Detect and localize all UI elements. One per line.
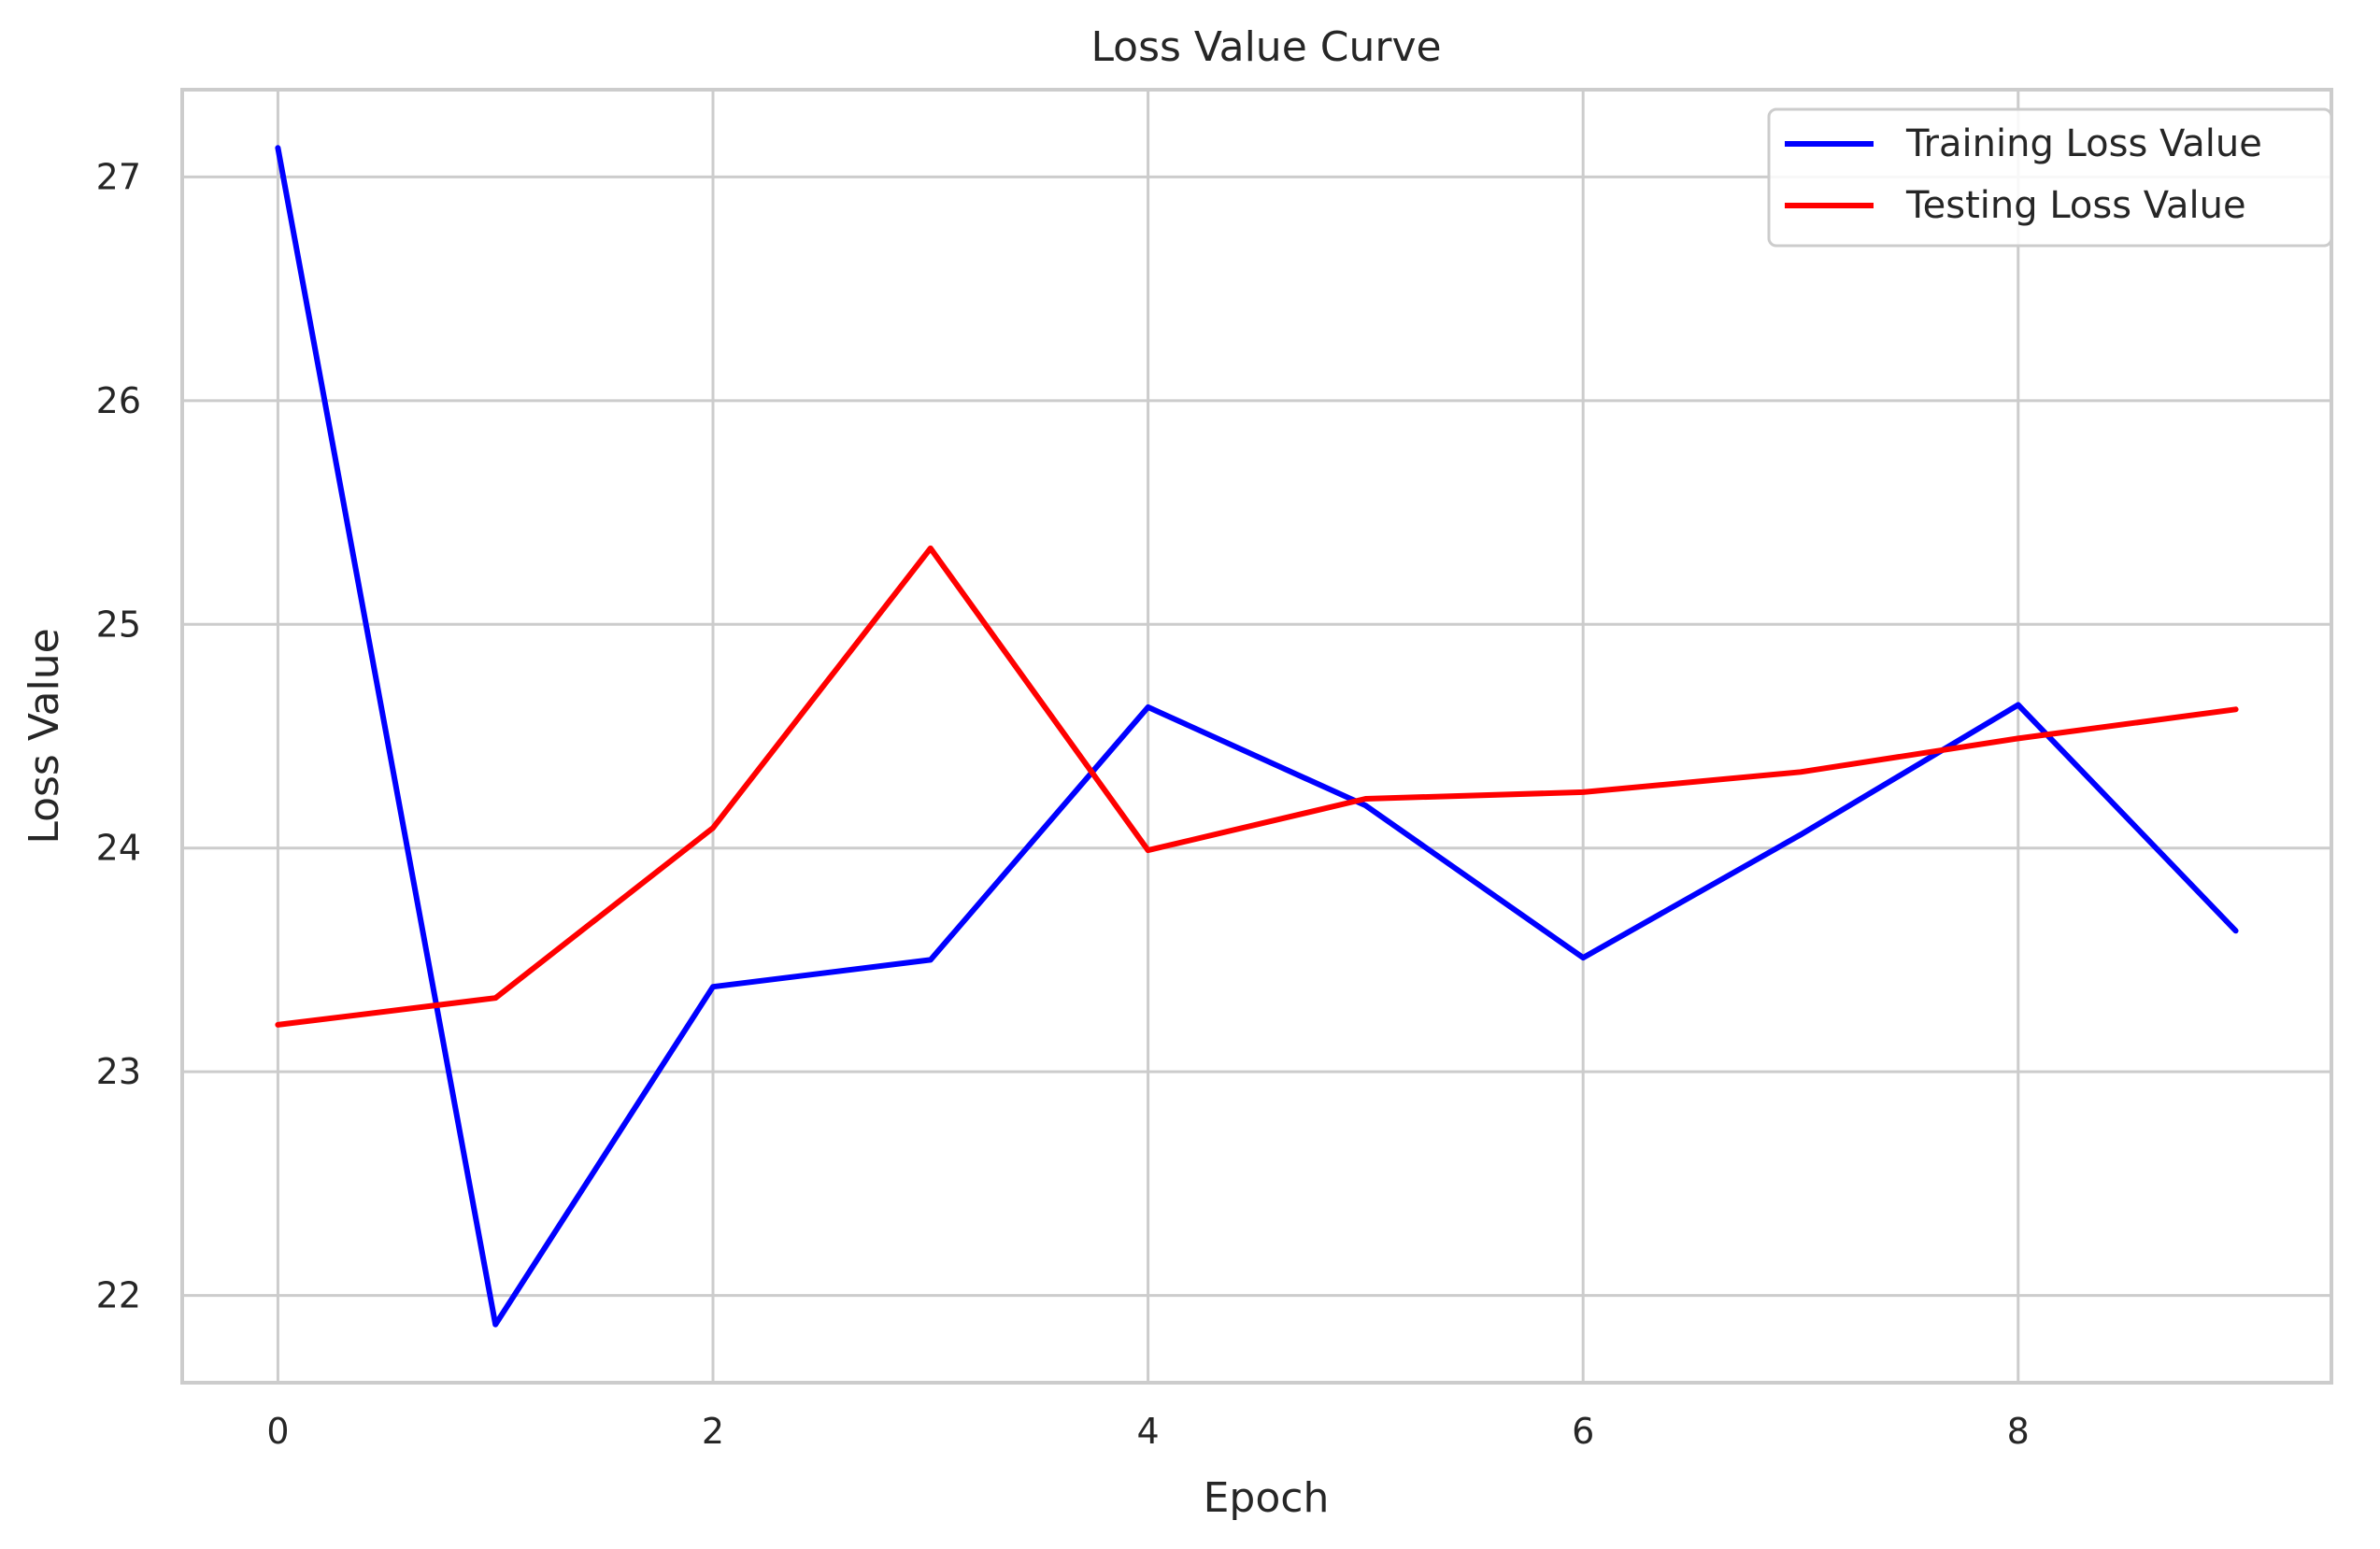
x-axis-label: Epoch [1204, 1474, 1330, 1522]
y-tick-label: 23 [96, 1051, 141, 1092]
y-tick-label: 24 [96, 828, 141, 869]
x-tick-label: 6 [1572, 1411, 1594, 1452]
legend-label-testing: Testing Loss Value [1905, 184, 2246, 227]
x-tick-label: 8 [2007, 1411, 2030, 1452]
chart-title: Loss Value Curve [1090, 23, 1441, 71]
series-line-training [275, 145, 2239, 1328]
y-tick-label: 27 [96, 156, 141, 197]
legend-label-training: Training Loss Value [1905, 122, 2262, 165]
series-lines [275, 145, 2239, 1328]
y-tick-label: 25 [96, 604, 141, 645]
x-tick-label: 4 [1137, 1411, 1160, 1452]
x-tick-label: 2 [702, 1411, 724, 1452]
y-tick-label: 22 [96, 1275, 141, 1316]
plot-area-frame [180, 88, 2333, 1385]
gridlines [182, 90, 2331, 1383]
x-tick-label: 0 [266, 1411, 289, 1452]
y-tick-label: 26 [96, 380, 141, 421]
series-line-testing [275, 545, 2239, 1028]
legend: Training Loss Value Testing Loss Value [1767, 107, 2333, 248]
legend-box [1767, 107, 2333, 248]
y-axis-label: Loss Value [21, 628, 68, 844]
